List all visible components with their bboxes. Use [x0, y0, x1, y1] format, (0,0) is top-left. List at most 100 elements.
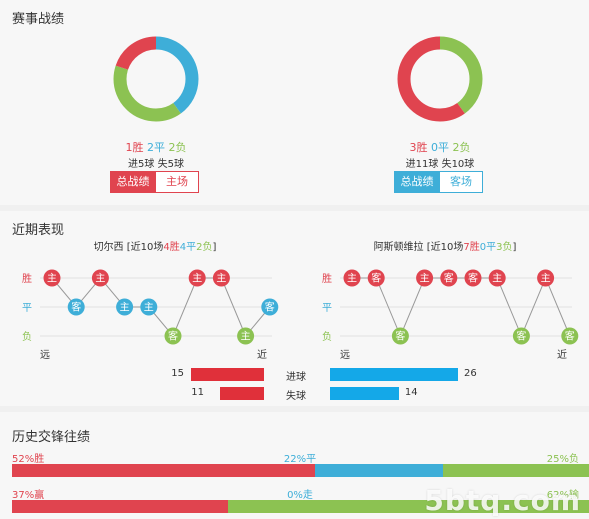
away-match-venue: 主 [492, 273, 502, 285]
home-match-marker: 主 [116, 298, 134, 316]
away-far-label: 远 [340, 349, 350, 361]
h2h-row1-win-label: 52%胜 [12, 454, 45, 465]
home-match-marker: 主 [43, 269, 61, 287]
home-match-marker: 主 [188, 269, 206, 287]
home-match-marker: 主 [212, 269, 230, 287]
away-match-venue: 客 [371, 272, 381, 285]
home-recent-suffix: ] [212, 242, 217, 253]
recent-title: 近期表现 [12, 223, 65, 238]
home-far-label: 远 [40, 349, 50, 361]
home-match-venue: 主 [192, 273, 202, 285]
away-match-dot [488, 269, 506, 287]
away-total-record-button[interactable]: 总战绩 [394, 171, 440, 193]
away-match-dot [367, 269, 385, 287]
goals-for-away-value: 26 [464, 368, 477, 379]
home-match-marker: 客 [67, 298, 85, 316]
home-match-venue: 客 [168, 330, 178, 343]
h2h-row1-draw-label: 22%平 [283, 454, 317, 465]
away-record-donut [397, 36, 483, 122]
away-match-marker: 主 [537, 269, 555, 287]
home-match-venue: 主 [216, 273, 226, 285]
home-match-venue: 主 [95, 273, 105, 285]
h2h-row1-loss-bar [443, 464, 589, 477]
h2h-row2-draw-label: 0%走 [287, 490, 313, 501]
away-match-marker: 客 [391, 327, 409, 345]
home-match-venue: 主 [241, 331, 251, 343]
away-match-marker: 主 [343, 269, 361, 287]
away-match-dot [561, 327, 579, 345]
home-draw-count: 2平 [147, 141, 165, 154]
goals-against-label: 失球 [286, 391, 306, 402]
away-match-venue: 主 [541, 273, 551, 285]
home-match-marker: 客 [164, 327, 182, 345]
home-match-dot [67, 298, 85, 316]
record-panel: 赛事战绩 1胜 2平 2负 进5球 失5球 总战绩 主场 3胜 0平 2负 进1… [0, 0, 589, 205]
away-row-label: 负 [322, 330, 332, 343]
home-match-marker: 主 [237, 327, 255, 345]
home-match-marker: 客 [261, 298, 279, 316]
home-match-venue: 客 [71, 301, 81, 314]
away-match-venue: 客 [395, 330, 405, 343]
away-form-chart: 胜平负主 客客主客客主客主客远近 [322, 269, 579, 361]
h2h-row2-loss-label: 62%输 [546, 490, 579, 501]
away-donut-win-slice [397, 36, 483, 122]
away-form-line [352, 276, 571, 338]
h2h-title: 历史交锋往绩 [12, 430, 91, 445]
away-match-dot [416, 269, 434, 287]
home-row-label: 平 [22, 303, 32, 314]
away-draw-count: 0平 [431, 141, 449, 154]
away-match-marker: 主 [416, 269, 434, 287]
h2h-row1-draw-bar [315, 464, 444, 477]
home-match-dot [116, 298, 134, 316]
home-near-label: 近 [257, 348, 267, 361]
away-row-label: 平 [322, 303, 332, 314]
watermark: 5btq.com [424, 484, 581, 517]
home-match-dot [91, 269, 109, 287]
home-donut-loss-slice [113, 36, 199, 122]
home-match-venue: 主 [120, 302, 130, 314]
h2h-row2-win-bar [12, 500, 228, 513]
home-form-line [51, 277, 271, 337]
away-record-summary: 3胜 0平 2负 [380, 139, 500, 155]
away-recent-prefix: [近10场 [426, 242, 464, 253]
goals-against-away-bar [330, 387, 399, 400]
away-match-dot [391, 327, 409, 345]
away-match-marker: 客 [561, 327, 579, 345]
home-recent-draws: 4平 [179, 242, 197, 253]
away-match-dot [512, 327, 530, 345]
home-match-marker: 主 [91, 269, 109, 287]
record-title: 赛事战绩 [12, 12, 65, 27]
home-total-record-button[interactable]: 总战绩 [110, 171, 156, 193]
home-team-name: 切尔西 [93, 242, 124, 253]
h2h-row2-loss-bar [227, 500, 589, 513]
home-match-marker: 主 [140, 298, 158, 316]
away-match-venue: 客 [565, 330, 575, 343]
home-recent-losses: 2负 [196, 242, 213, 253]
home-venue-record-button[interactable]: 主场 [155, 171, 199, 193]
home-row-label: 胜 [22, 273, 32, 285]
home-record-summary: 1胜 2平 2负 [96, 139, 216, 155]
away-goals-line: 进11球 失10球 [405, 159, 475, 170]
h2h-row1-loss-label: 25%负 [546, 454, 579, 465]
away-recent-wins: 7胜 [463, 242, 480, 253]
away-match-marker: 客 [512, 327, 530, 345]
recent-panel: 近期表现 切尔西 [近10场4胜4平2负] 阿斯顿维拉 [近10场7胜0平3负]… [0, 211, 589, 406]
home-goals-line: 进5球 失5球 [128, 159, 184, 170]
home-recent-header: 切尔西 [近10场4胜4平2负] [40, 238, 270, 253]
away-match-dot [343, 269, 361, 287]
h2h-panel: 历史交锋往绩 52%胜 22%平 25%负 37%赢 0%走 62%输 5btq… [0, 412, 589, 519]
away-recent-header: 阿斯顿维拉 [近10场7胜0平3负] [320, 238, 570, 253]
goals-against-away-value: 14 [404, 387, 418, 398]
away-near-label: 近 [557, 348, 567, 361]
home-match-venue: 主 [47, 273, 57, 285]
home-match-dot [212, 269, 230, 287]
away-match-marker: 客 [367, 269, 385, 287]
away-venue-record-button[interactable]: 客场 [439, 171, 483, 193]
goals-against-home-value: 11 [191, 387, 204, 398]
away-match-venue: 主 [347, 273, 357, 285]
away-recent-losses: 3负 [496, 242, 513, 253]
home-form-chart: 胜平负主客主主 主客主 主主客远近 [22, 269, 279, 361]
goals-for-home-value: 15 [171, 368, 184, 379]
h2h-row1-win-bar [12, 464, 316, 477]
away-match-dot [464, 269, 482, 287]
